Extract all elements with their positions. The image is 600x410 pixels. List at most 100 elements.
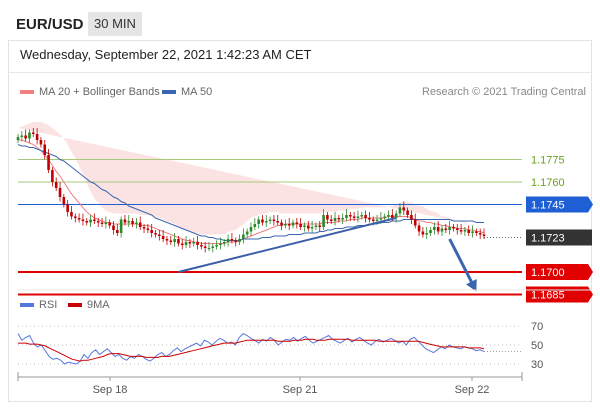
instrument-title: EUR/USD [16,16,84,33]
candle-body [371,219,375,221]
candle-body [261,219,264,223]
candle-body [192,242,196,244]
candle-body [478,233,482,235]
timeframe-badge[interactable]: 30 MIN [88,12,142,36]
candle-body [242,234,245,239]
rsi-line [17,332,485,365]
candle-body [417,225,421,232]
candle-body [150,230,153,233]
candle-body [112,225,115,230]
legend-ma20-label: MA 20 + Bollinger Bands [39,86,160,98]
candle-body [291,222,295,226]
candle-body [425,233,429,235]
rsi-tick-30: 30 [531,359,543,371]
candle-body [410,215,413,220]
level-label-1.1745: 1.1745 [531,200,565,212]
candle-body [448,227,451,230]
candle-body [482,234,486,236]
candle-body [284,224,287,226]
candle-body [360,215,364,217]
candle-body [16,137,20,140]
candle-body [58,188,62,197]
candle-body [207,248,211,249]
candle-body [146,228,150,230]
candle-body [81,219,85,221]
candle-body [135,222,138,224]
candle-body [219,243,222,245]
candle-body [352,216,356,218]
candle-body [329,219,333,221]
rsi-swatch [20,303,34,308]
candle-body [364,215,367,218]
candle-body [433,227,436,230]
candle-body [257,219,260,224]
candle-body [226,239,230,242]
candle-body [436,227,440,232]
candle-body [173,239,176,242]
level-box-1.1700 [526,264,593,280]
candle-body [184,242,188,245]
candle-body [349,215,352,217]
legend-ma50-label: MA 50 [181,86,213,98]
card-divider [8,72,592,73]
candle-body [70,212,73,217]
candle-body [326,215,329,220]
candle-body [394,213,398,218]
candle-body [280,222,283,226]
candle-body [245,231,249,235]
header: EUR/USD 30 MIN [0,0,600,40]
candle-body [341,218,344,220]
ma50-line [17,144,484,241]
candle-body [127,221,131,223]
candle-body [398,207,402,214]
candle-body [299,224,302,227]
rsi-tick-50: 50 [531,340,543,352]
candle-body [322,215,325,227]
candle-body [138,222,142,227]
level-label-1.1700: 1.1700 [531,267,565,279]
candle-body [459,230,463,232]
candle-body [310,227,314,229]
candle-body [406,210,409,215]
candle-body [452,227,455,229]
candle-body [379,218,383,220]
candle-body [73,216,77,218]
candle-body [391,215,394,218]
candle-body [421,231,425,235]
candle-body [387,215,390,217]
report-datetime: Wednesday, September 22, 2021 1:42:23 AM… [20,47,312,62]
candle-body [35,134,39,140]
candle-body [318,225,322,227]
candle-body [142,227,146,229]
ma9-swatch [68,303,82,308]
candle-body [440,228,444,232]
candle-body [413,219,417,226]
legend-ma9-label: 9MA [87,299,110,311]
candle-body [158,234,161,236]
legend-rsi: RSI [20,299,57,311]
candle-body [375,219,379,221]
candle-body [238,239,241,242]
candle-body [295,222,299,224]
candle-body [100,222,104,224]
candle-body [276,221,280,223]
forecast-arrow-shaft [448,238,475,286]
candle-body [429,230,432,233]
candle-body [77,218,81,220]
candle-body [222,242,226,244]
candle-body [85,221,89,223]
candle-body [154,233,157,235]
trendline [178,217,397,273]
candle-body [455,228,459,230]
candle-body [51,170,54,182]
candle-body [475,231,478,233]
candle-body [200,245,203,247]
candle-body [131,221,134,224]
candle-body [177,239,180,244]
candles [16,128,486,253]
x-tick-label: Sep 21 [283,384,318,396]
rsi-tick-70: 70 [531,321,543,333]
candle-body [39,140,43,145]
candle-body [215,245,218,247]
